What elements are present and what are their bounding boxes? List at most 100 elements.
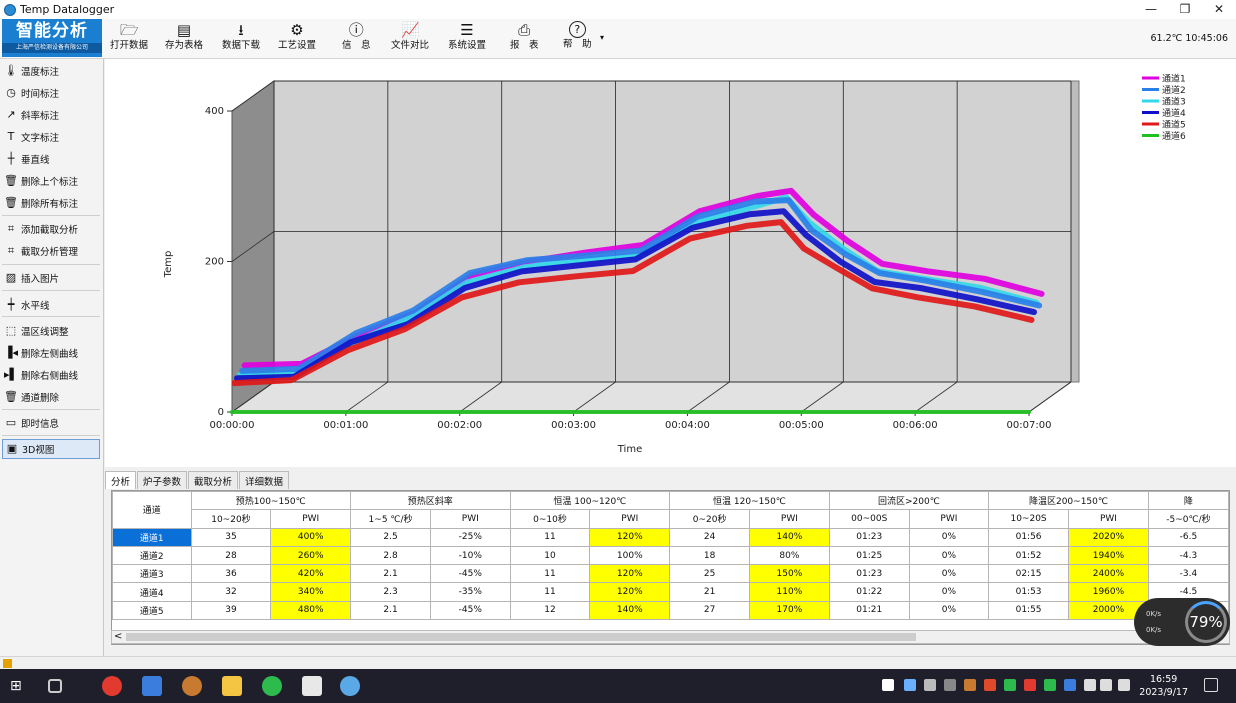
close-button[interactable]: ✕ — [1213, 2, 1225, 16]
volume-icon[interactable] — [1100, 679, 1112, 691]
tray-icon-5[interactable] — [1024, 679, 1036, 691]
toolbar-button-1[interactable]: ▤ 存为表格 — [165, 21, 203, 57]
channel-name-cell[interactable]: 通道1 — [112, 527, 192, 547]
toolbar-button-8[interactable]: ? 帮 助 — [563, 21, 592, 57]
tray-wechat-icon[interactable] — [1004, 679, 1016, 691]
battery-icon[interactable] — [1084, 679, 1096, 691]
tray-icon-2[interactable] — [924, 679, 936, 691]
series-line-4 — [231, 219, 1035, 387]
x-tick-label: 00:04:00 — [665, 420, 710, 431]
windows-start-icon[interactable]: ⊞ — [10, 678, 22, 694]
shield-icon[interactable] — [1064, 679, 1076, 691]
sidebar-item-3[interactable]: T 文字标注 — [2, 127, 100, 147]
sidebar-item-label: 删除左侧曲线 — [21, 349, 79, 360]
analysis-table: 通道 预热100~150℃ 预热区斜率 恒温 100~120℃ 恒温 120~150℃ 回… — [111, 490, 1230, 645]
table-row[interactable]: 通道3 36 420% 2.1 -45% 11 120% 25 150% 01:23 0% 02:15… — [112, 564, 1229, 584]
maximize-button[interactable]: ❐ — [1179, 2, 1191, 16]
tab-3[interactable]: 详细数据 — [239, 471, 290, 489]
app-icon-bear[interactable] — [182, 676, 202, 696]
channel-name-cell[interactable]: 通道2 — [112, 545, 192, 566]
wechat-icon[interactable] — [262, 676, 282, 696]
toolbar-button-0[interactable]: 🗁 打开数据 — [110, 21, 148, 57]
sidebar-item-0[interactable]: 🌡 温度标注 — [2, 61, 100, 81]
notification-icon[interactable] — [1204, 678, 1218, 692]
delete-left-icon: ▐◂ — [4, 346, 18, 359]
wifi-icon[interactable] — [944, 679, 956, 691]
sidebar-item-1[interactable]: ◷ 时间标注 — [2, 83, 100, 103]
scrollbar-thumb[interactable] — [126, 633, 916, 641]
channel-name-cell[interactable]: 通道4 — [112, 582, 192, 602]
table-cell: -3.4 — [1147, 564, 1229, 584]
datalogger-taskbar-icon[interactable] — [340, 676, 360, 696]
sidebar-item-4[interactable]: ┼ 垂直线 — [2, 149, 100, 169]
file-explorer-icon[interactable] — [222, 676, 242, 696]
chrome-icon[interactable] — [102, 676, 122, 696]
toolbar-button-2[interactable]: ⭳ 数据下载 — [222, 21, 260, 57]
table-scrollbar[interactable]: < — [111, 630, 1230, 644]
table-cell: -25% — [430, 527, 511, 547]
table-row[interactable]: 通道5 39 480% 2.1 -45% 12 140% 27 170% 01:21 0% 01:55… — [112, 600, 1229, 621]
app-icon-blue[interactable] — [142, 676, 162, 696]
table-cell: 0% — [908, 600, 990, 621]
sidebar-item-9[interactable]: ▨ 插入图片 — [2, 268, 100, 288]
table-cell: 2.1 — [350, 564, 432, 584]
table-row[interactable]: 通道4 32 340% 2.3 -35% 11 120% 21 110% 01:22 0% 01:53… — [112, 582, 1229, 602]
table-cell: 0% — [908, 564, 990, 584]
sidebar-separator — [2, 290, 100, 291]
sidebar-item-11[interactable]: ⬚ 温区线调整 — [2, 321, 100, 341]
status-icon — [3, 659, 12, 668]
toolbar-button-5[interactable]: 📈 文件对比 — [391, 21, 429, 57]
toolbar-button-3[interactable]: ⚙ 工艺设置 — [278, 21, 316, 57]
tray-icon-6[interactable] — [1044, 679, 1056, 691]
toolbar-button-4[interactable]: ⓘ 信 息 — [342, 21, 371, 57]
sidebar-item-label: 文字标注 — [21, 133, 60, 144]
help-icon: ? — [568, 21, 586, 38]
sidebar-item-15[interactable]: ▭ 即时信息 — [2, 413, 100, 433]
table-cell: 110% — [749, 582, 830, 602]
y-tick-label: 400 — [205, 106, 224, 117]
table-cell: 0% — [908, 582, 990, 602]
sidebar-item-5[interactable]: 🗑 删除上个标注 — [2, 171, 100, 191]
toolbar-more-icon[interactable]: ▾ — [600, 33, 605, 42]
sidebar-item-14[interactable]: 🗑 通道删除 — [2, 387, 100, 407]
tray-icon-3[interactable] — [964, 679, 976, 691]
tray-icon-4[interactable] — [984, 679, 996, 691]
minimize-button[interactable]: — — [1145, 2, 1157, 16]
table-row[interactable]: 通道2 28 260% 2.8 -10% 10 100% 18 80% 01:25 0% 01:52 1… — [112, 545, 1229, 566]
sidebar-item-16[interactable]: ▣ 3D视图 — [2, 439, 100, 459]
tray-icon-1[interactable] — [904, 679, 916, 691]
csv-file-icon: ▤ — [176, 21, 192, 39]
table-cell: 11 — [509, 564, 591, 584]
sidebar-item-10[interactable]: ┿ 水平线 — [2, 295, 100, 315]
tab-1[interactable]: 炉子参数 — [137, 471, 188, 489]
channel-name-cell[interactable]: 通道3 — [112, 564, 192, 584]
trash-icon: 🗑 — [4, 390, 18, 403]
notepad-icon[interactable] — [302, 676, 322, 696]
sidebar-item-12[interactable]: ▐◂ 删除左侧曲线 — [2, 343, 100, 363]
table-row[interactable]: 通道1 35 400% 2.5 -25% 11 120% 24 140% 01:23 0% 01:56… — [112, 527, 1229, 547]
table-cell: 2.3 — [350, 582, 432, 602]
ime-icon[interactable] — [1118, 679, 1130, 691]
table-cell: -45% — [430, 564, 511, 584]
taskbar-clock[interactable]: 16:59 2023/9/17 — [1139, 673, 1188, 699]
sidebar-separator — [2, 264, 100, 265]
sidebar-item-13[interactable]: ▸▌ 删除右侧曲线 — [2, 365, 100, 385]
table-cell: 0% — [908, 527, 990, 547]
task-view-icon[interactable] — [48, 679, 62, 693]
sidebar-item-7[interactable]: ⌗ 添加截取分析 — [2, 219, 100, 239]
floor-grid-line — [459, 381, 502, 413]
series-line-1 — [239, 197, 1043, 374]
image-icon: ▨ — [5, 271, 17, 284]
channel-name-cell[interactable]: 通道5 — [112, 600, 192, 621]
tray-icon-m[interactable] — [882, 679, 894, 691]
scroll-left-icon[interactable]: < — [114, 631, 123, 642]
tab-0[interactable]: 分析 — [105, 471, 137, 489]
sidebar-item-2[interactable]: ↗ 斜率标注 — [2, 105, 100, 125]
sidebar-item-6[interactable]: 🗑 删除所有标注 — [2, 193, 100, 213]
toolbar-button-6[interactable]: ☰ 系统设置 — [448, 21, 486, 57]
table-cell: -4.3 — [1147, 545, 1229, 566]
upload-speed: 0K/s — [1146, 610, 1162, 618]
sidebar-item-8[interactable]: ⌗ 截取分析管理 — [2, 241, 100, 261]
tab-2[interactable]: 截取分析 — [188, 471, 239, 489]
toolbar-button-7[interactable]: ⎙ 报 表 — [510, 21, 539, 57]
